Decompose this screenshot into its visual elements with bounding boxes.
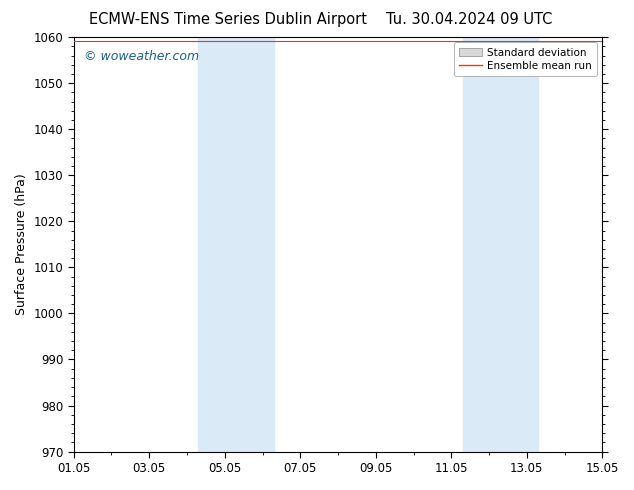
Bar <box>463 37 538 452</box>
Text: © woweather.com: © woweather.com <box>84 49 200 63</box>
Bar <box>198 37 274 452</box>
Text: ECMW-ENS Time Series Dublin Airport: ECMW-ENS Time Series Dublin Airport <box>89 12 367 27</box>
Text: Tu. 30.04.2024 09 UTC: Tu. 30.04.2024 09 UTC <box>386 12 552 27</box>
Y-axis label: Surface Pressure (hPa): Surface Pressure (hPa) <box>15 173 28 315</box>
Legend: Standard deviation, Ensemble mean run: Standard deviation, Ensemble mean run <box>454 42 597 76</box>
